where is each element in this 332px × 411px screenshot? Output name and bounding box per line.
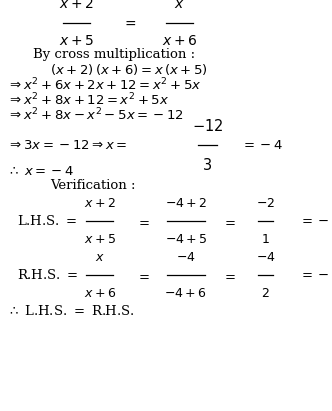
Text: $3$: $3$ (203, 157, 212, 173)
Text: ${-4 + 5}$: ${-4 + 5}$ (165, 233, 207, 246)
Text: $1$: $1$ (261, 233, 270, 246)
Text: $x$: $x$ (95, 251, 105, 264)
Text: $-4$: $-4$ (176, 251, 196, 264)
Text: $\Rightarrow x^2 + 6x + 2x + 12 = x^2 + 5x$: $\Rightarrow x^2 + 6x + 2x + 12 = x^2 + … (7, 77, 201, 93)
Text: $\therefore\; x = -4$: $\therefore\; x = -4$ (7, 165, 74, 178)
Text: $\Rightarrow x^2 + 8x + 12 = x^2 + 5x$: $\Rightarrow x^2 + 8x + 12 = x^2 + 5x$ (7, 92, 169, 109)
Text: $(x + 2)\,(x + 6) = x\,(x + 5)$: $(x + 2)\,(x + 6) = x\,(x + 5)$ (50, 62, 208, 77)
Text: $x + 2$: $x + 2$ (59, 0, 94, 11)
Text: R.H.S. $=$: R.H.S. $=$ (17, 268, 78, 282)
Text: $=$: $=$ (122, 16, 137, 30)
Text: $x + 5$: $x + 5$ (59, 34, 94, 48)
Text: $x + 6$: $x + 6$ (84, 287, 116, 300)
Text: $x$: $x$ (174, 0, 185, 11)
Text: $= -4$: $= -4$ (241, 139, 283, 152)
Text: $\Rightarrow x^2 + 8x - x^2 - 5x = -12$: $\Rightarrow x^2 + 8x - x^2 - 5x = -12$ (7, 107, 184, 124)
Text: $x + 5$: $x + 5$ (84, 233, 116, 246)
Text: $=$: $=$ (222, 269, 236, 282)
Text: ${-4 + 2}$: ${-4 + 2}$ (165, 196, 207, 210)
Text: $x + 2$: $x + 2$ (84, 196, 116, 210)
Text: Verification :: Verification : (50, 179, 135, 192)
Text: $2$: $2$ (261, 287, 270, 300)
Text: $= -2$: $= -2$ (299, 215, 332, 228)
Text: $-12$: $-12$ (192, 118, 223, 134)
Text: $=$: $=$ (136, 215, 150, 228)
Text: L.H.S. $=$: L.H.S. $=$ (17, 214, 77, 228)
Text: $=$: $=$ (136, 269, 150, 282)
Text: By cross multiplication :: By cross multiplication : (33, 48, 195, 61)
Text: $-2$: $-2$ (256, 196, 275, 210)
Text: $\Rightarrow 3x = -12 \Rightarrow x = $: $\Rightarrow 3x = -12 \Rightarrow x = $ (7, 139, 127, 152)
Text: $= -2$: $= -2$ (299, 269, 332, 282)
Text: $x + 6$: $x + 6$ (161, 34, 197, 48)
Text: ${-4 + 6}$: ${-4 + 6}$ (164, 287, 208, 300)
Text: $=$: $=$ (222, 215, 236, 228)
Text: $-4$: $-4$ (256, 251, 276, 264)
Text: $\therefore$ L.H.S. $=$ R.H.S.: $\therefore$ L.H.S. $=$ R.H.S. (7, 304, 134, 318)
